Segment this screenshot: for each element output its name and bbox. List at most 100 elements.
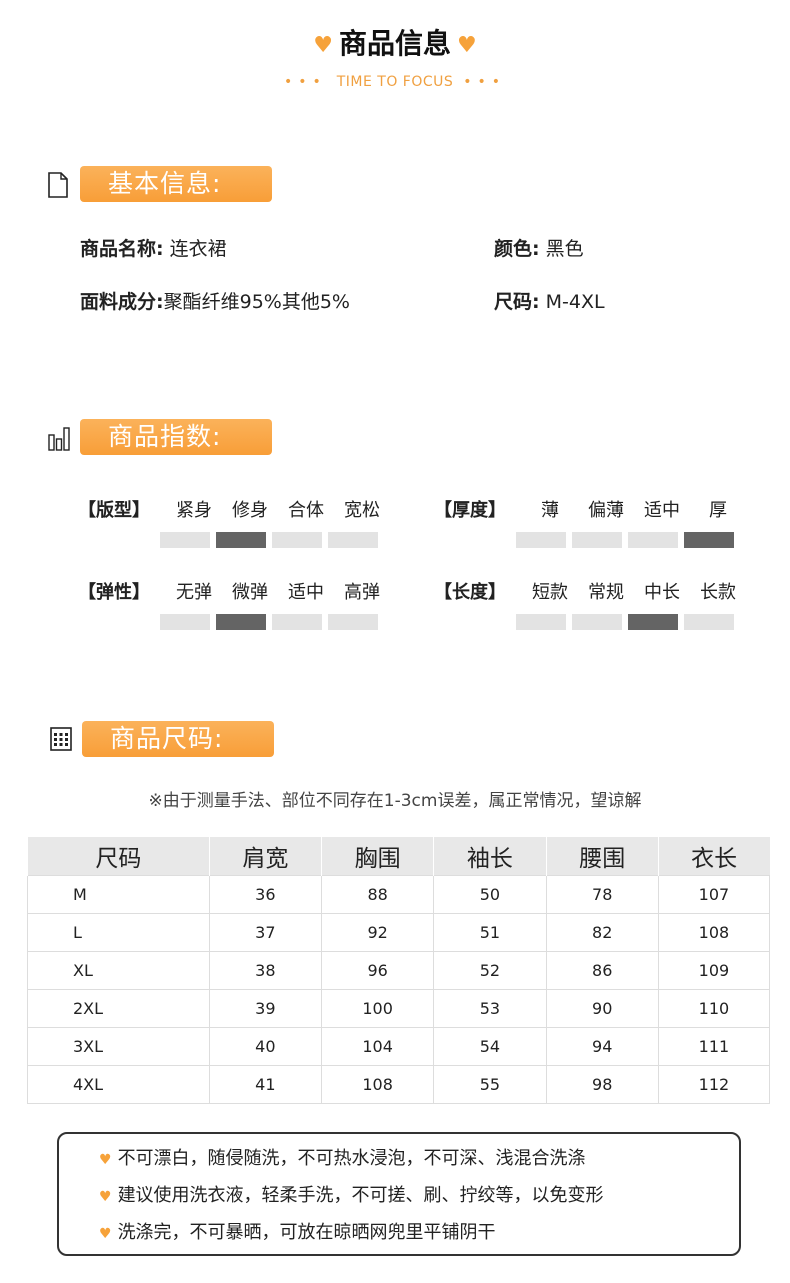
grid-icon (50, 727, 72, 751)
title-text: 商品信息 (338, 27, 451, 60)
table-cell: 3XL (27, 1026, 210, 1066)
index-bar-selected (628, 614, 678, 630)
field-value: 黑色 (545, 238, 584, 260)
table-row: M 36 88 50 78 107 (27, 874, 771, 914)
index-bar (328, 614, 378, 630)
heart-icon: ♥ (99, 1152, 112, 1168)
table-cell: 108 (320, 1064, 435, 1104)
index-bar (272, 614, 322, 630)
index-group: 【版型】 紧身 修身 合体 宽松 (78, 496, 390, 548)
measurement-note: ※由于测量手法、部位不同存在1-3cm误差，属正常情况，望谅解 (148, 791, 642, 811)
field-value: M-4XL (545, 291, 605, 313)
field-material: 面料成分:聚酯纤维95%其他5% (80, 287, 350, 314)
table-cell: L (27, 912, 210, 952)
index-option: 紧身 (176, 500, 212, 521)
care-item: ♥ 洗涤完，不可暴晒，可放在晾晒网兜里平铺阴干 (99, 1220, 739, 1257)
index-bar (516, 532, 566, 548)
index-option: 短款 (532, 582, 568, 603)
field-color: 颜色: 黑色 (494, 234, 584, 261)
table-cell: 55 (433, 1064, 547, 1104)
bar-chart-icon (48, 427, 70, 451)
table-row: 3XL 40 104 54 94 111 (27, 1026, 771, 1066)
heart-icon: ♥ (99, 1189, 112, 1205)
table-cell: 94 (545, 1026, 659, 1066)
section-heading-size: 商品尺码: (82, 721, 274, 757)
table-cell: 92 (320, 912, 435, 952)
index-option: 长款 (700, 582, 736, 603)
table-cell: 108 (657, 912, 771, 952)
table-cell: 38 (208, 950, 323, 990)
table-cell: 107 (657, 874, 771, 914)
index-option: 偏薄 (588, 500, 624, 521)
column-header: 袖长 (433, 837, 547, 875)
care-instructions: ♥ 不可漂白，随侵随洗，不可热水浸泡，不可深、浅混合洗涤 ♥ 建议使用洗衣液，轻柔手… (57, 1132, 741, 1256)
index-bar (572, 614, 622, 630)
subtitle-text: TIME TO FOCUS (336, 74, 454, 90)
column-header: 胸围 (320, 837, 434, 875)
index-bar (328, 532, 378, 548)
index-label: 【长度】 (434, 582, 506, 603)
index-option: 厚 (709, 500, 727, 521)
index-option: 无弹 (176, 582, 212, 603)
table-cell: 54 (433, 1026, 547, 1066)
table-cell: 41 (208, 1064, 323, 1104)
table-row: 4XL 41 108 55 98 112 (27, 1064, 771, 1104)
table-row: L 37 92 51 82 108 (27, 912, 771, 952)
index-bar (516, 614, 566, 630)
table-cell: 98 (545, 1064, 659, 1104)
table-row: 2XL 39 100 53 90 110 (27, 988, 771, 1028)
field-label: 面料成分: (80, 291, 164, 313)
table-cell: 78 (545, 874, 659, 914)
document-icon (48, 172, 68, 198)
index-option: 常规 (588, 582, 624, 603)
index-bar (160, 614, 210, 630)
table-cell: 37 (208, 912, 323, 952)
table-cell: 52 (433, 950, 547, 990)
index-option: 微弹 (232, 582, 268, 603)
column-header: 尺码 (27, 837, 210, 875)
index-bar (684, 614, 734, 630)
field-value: 连衣裙 (169, 238, 227, 260)
index-bar (572, 532, 622, 548)
table-cell: 82 (545, 912, 659, 952)
care-item: ♥ 建议使用洗衣液，轻柔手洗，不可搓、刷、拧绞等，以免变形 (99, 1183, 739, 1220)
table-cell: 112 (657, 1064, 771, 1104)
table-cell: 100 (320, 988, 435, 1028)
index-bar-selected (216, 532, 266, 548)
heart-icon: ♥ (313, 32, 333, 58)
table-cell: 109 (657, 950, 771, 990)
table-cell: 53 (433, 988, 547, 1028)
page-title: ♥ 商品信息 ♥ (0, 22, 790, 62)
table-cell: 111 (657, 1026, 771, 1066)
table-cell: 51 (433, 912, 547, 952)
index-group: 【弹性】 无弹 微弹 适中 高弹 (78, 578, 390, 630)
table-cell: 36 (208, 874, 323, 914)
index-label: 【厚度】 (434, 500, 506, 521)
table-cell: 96 (320, 950, 435, 990)
index-option: 宽松 (344, 500, 380, 521)
index-option: 合体 (288, 500, 324, 521)
size-table: 尺码 肩宽 胸围 袖长 腰围 衣长 M 36 88 50 78 107 L 37 92 51 82 108 XL 38… (27, 837, 771, 1104)
index-bar (160, 532, 210, 548)
index-label: 【版型】 (78, 500, 150, 521)
index-label: 【弹性】 (78, 582, 150, 603)
subtitle: ••• TIME TO FOCUS ••• (283, 74, 507, 90)
index-option: 中长 (644, 582, 680, 603)
table-cell: 90 (545, 988, 659, 1028)
field-label: 尺码: (494, 291, 540, 313)
section-heading-index: 商品指数: (80, 419, 272, 455)
index-option: 修身 (232, 500, 268, 521)
table-cell: 4XL (27, 1064, 210, 1104)
index-option: 适中 (644, 500, 680, 521)
heart-icon: ♥ (457, 32, 477, 58)
table-cell: 104 (320, 1026, 435, 1066)
index-group: 【厚度】 薄 偏薄 适中 厚 (434, 496, 746, 548)
care-text: 不可漂白，随侵随洗，不可热水浸泡，不可深、浅混合洗涤 (117, 1148, 586, 1169)
field-label: 颜色: (494, 238, 540, 260)
care-text: 建议使用洗衣液，轻柔手洗，不可搓、刷、拧绞等，以免变形 (117, 1185, 604, 1206)
table-cell: 50 (433, 874, 547, 914)
table-cell: XL (27, 950, 210, 990)
index-bar (272, 532, 322, 548)
table-cell: 39 (208, 988, 323, 1028)
section-heading-basic: 基本信息: (80, 166, 272, 202)
